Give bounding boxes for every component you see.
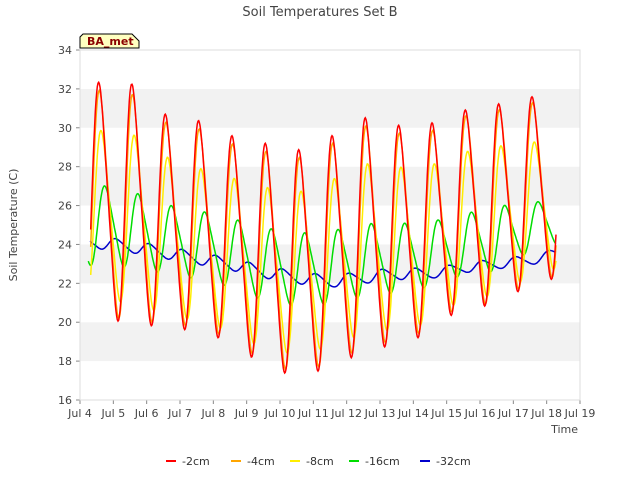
y-tick-label: 24 bbox=[58, 238, 72, 251]
series-line-minus-2cm bbox=[89, 80, 557, 375]
x-axis-ticks: Jul 4 Jul 5 Jul 6 Jul 7 Jul 8 Jul 9 Jul 10 Jul … bbox=[67, 400, 595, 420]
chart-title: Soil Temperatures Set B bbox=[242, 5, 397, 20]
grid-band bbox=[80, 50, 580, 89]
x-axis-label: Time bbox=[550, 423, 578, 436]
y-tick-label: 26 bbox=[58, 200, 72, 213]
x-tick-label: Jul 6 bbox=[134, 407, 159, 420]
x-tick-label: Jul 9 bbox=[234, 407, 259, 420]
series-lines bbox=[87, 80, 557, 375]
x-tick-label: Jul 12 bbox=[330, 407, 362, 420]
x-tick-label: Jul 17 bbox=[497, 407, 529, 420]
x-tick-label: Jul 8 bbox=[200, 407, 225, 420]
y-tick-label: 20 bbox=[58, 316, 72, 329]
y-tick-label: 32 bbox=[58, 83, 72, 96]
legend-label: -32cm bbox=[436, 455, 471, 468]
grid-band bbox=[80, 322, 580, 362]
x-tick-label: Jul 18 bbox=[530, 407, 562, 420]
y-tick-label: 18 bbox=[58, 355, 72, 368]
grid-band bbox=[80, 283, 580, 323]
legend-label: -8cm bbox=[306, 455, 334, 468]
x-tick-label: Jul 15 bbox=[430, 407, 462, 420]
badge-label: BA_met bbox=[87, 35, 134, 48]
legend-label: -4cm bbox=[247, 455, 275, 468]
grid-band bbox=[80, 88, 580, 128]
y-tick-label: 34 bbox=[58, 44, 72, 57]
x-tick-label: Jul 13 bbox=[364, 407, 396, 420]
y-axis-label: Soil Temperature (C) bbox=[7, 169, 20, 282]
y-tick-label: 16 bbox=[58, 394, 72, 407]
y-tick-label: 30 bbox=[58, 122, 72, 135]
legend-label: -2cm bbox=[182, 455, 210, 468]
y-tick-label: 28 bbox=[58, 161, 72, 174]
x-tick-label: Jul 16 bbox=[464, 407, 496, 420]
legend: -2cm -4cm -8cm -16cm -32cm bbox=[166, 455, 471, 468]
ba-met-badge: BA_met bbox=[79, 33, 140, 49]
x-tick-label: Jul 11 bbox=[297, 407, 329, 420]
plot-frame bbox=[79, 49, 581, 401]
badge-box bbox=[79, 33, 140, 49]
x-tick-label: Jul 7 bbox=[167, 407, 192, 420]
y-tick-label: 22 bbox=[58, 277, 72, 290]
legend-label: -16cm bbox=[365, 455, 400, 468]
x-tick-label: Jul 14 bbox=[397, 407, 429, 420]
x-tick-label: Jul 4 bbox=[67, 407, 92, 420]
x-tick-label: Jul 5 bbox=[100, 407, 125, 420]
x-tick-label: Jul 10 bbox=[264, 407, 296, 420]
x-tick-label: Jul 19 bbox=[564, 407, 596, 420]
series-line-minus-32cm bbox=[89, 237, 557, 288]
grid-band bbox=[80, 361, 580, 400]
y-axis-ticks: 16 18 20 22 24 26 28 30 32 34 bbox=[58, 44, 80, 407]
